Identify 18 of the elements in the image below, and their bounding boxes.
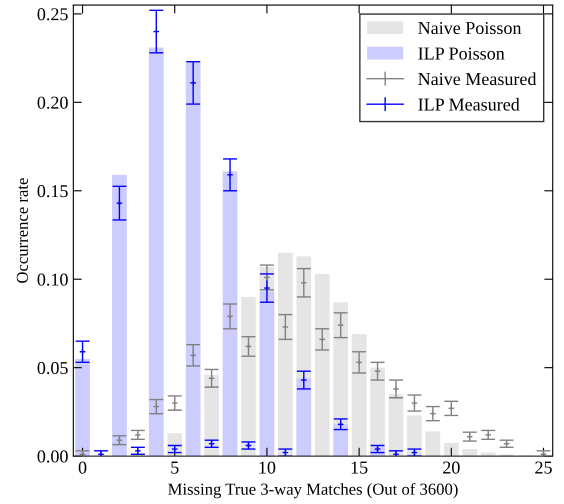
y-tick-label: 0.15 bbox=[38, 185, 68, 198]
y-tick-label: 0.00 bbox=[38, 450, 68, 463]
x-tick-label: 10 bbox=[259, 462, 276, 474]
x-tick-label: 25 bbox=[535, 462, 552, 474]
y-axis-title: Occurrence rate bbox=[16, 178, 28, 283]
legend-label: ILP Poisson bbox=[418, 47, 504, 60]
y-tick-label: 0.10 bbox=[38, 273, 68, 286]
x-tick-label: 15 bbox=[352, 462, 368, 474]
x-tick-label: 0 bbox=[78, 462, 86, 474]
legend-label: Naive Measured bbox=[418, 72, 536, 86]
legend-label: Naive Poisson bbox=[418, 22, 522, 34]
legend-label: ILP Measured bbox=[418, 98, 520, 111]
x-axis-title: Missing True 3-way Matches (Out of 3600) bbox=[168, 482, 458, 498]
y-tick-label: 0.05 bbox=[38, 362, 68, 374]
y-tick-label: 0.20 bbox=[38, 96, 68, 109]
y-tick-label: 0.25 bbox=[38, 8, 68, 20]
x-tick-label: 5 bbox=[171, 462, 179, 474]
x-tick-label: 20 bbox=[443, 462, 460, 474]
